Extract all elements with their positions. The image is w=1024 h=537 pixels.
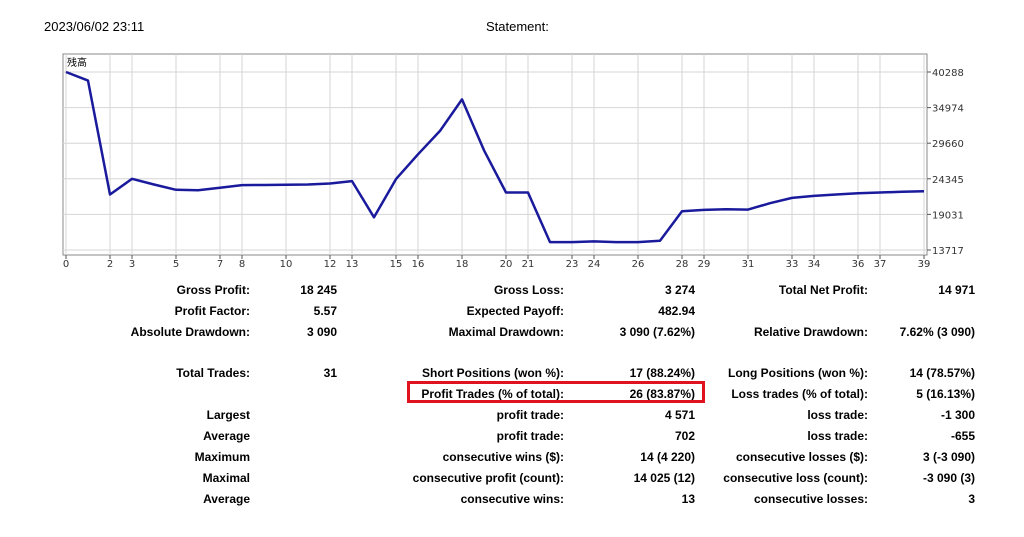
x-tick-label: 21 [522, 259, 535, 270]
largest-profit-value: 4 571 [664, 408, 695, 422]
profit-trades-label: Profit Trades (% of total): [421, 387, 564, 401]
short-positions-value: 17 (88.24%) [629, 366, 695, 380]
maximal-drawdown-label: Maximal Drawdown: [448, 325, 564, 339]
relative-drawdown-label: Relative Drawdown: [753, 325, 868, 339]
report-datetime: 2023/06/02 23:11 [44, 19, 145, 34]
y-tick-label: 29660 [932, 139, 964, 150]
x-tick-label: 3 [129, 259, 135, 270]
x-tick-label: 31 [742, 259, 755, 270]
average-loss-label: loss trade: [807, 429, 868, 443]
gross-profit-value: 18 245 [300, 283, 337, 297]
average-consec-losses-label: consecutive losses: [753, 492, 868, 506]
maximal-profit-label: consecutive profit (count): [412, 471, 564, 485]
maximal-profit-value: 14 025 (12) [633, 471, 695, 485]
average-consec-losses-value: 3 [968, 492, 975, 506]
profit-factor-value: 5.57 [313, 304, 337, 318]
maximum-wins-label: consecutive wins ($): [442, 450, 564, 464]
x-tick-label: 37 [874, 259, 887, 270]
loss-trades-label: Loss trades (% of total): [731, 387, 868, 401]
absolute-drawdown-value: 3 090 [306, 325, 337, 339]
x-tick-label: 15 [390, 259, 403, 270]
largest-label: Largest [206, 408, 250, 422]
x-tick-label: 0 [63, 259, 69, 270]
maximal-loss-label: consecutive loss (count): [723, 471, 868, 485]
profit-trades-value: 26 (83.87%) [629, 387, 695, 401]
y-tick-label: 40288 [932, 68, 964, 79]
x-tick-label: 36 [852, 259, 865, 270]
gross-loss-value: 3 274 [664, 283, 695, 297]
x-tick-label: 16 [412, 259, 425, 270]
y-tick-label: 19031 [932, 210, 964, 221]
x-tick-label: 2 [107, 259, 113, 270]
x-tick-label: 12 [324, 259, 337, 270]
total-net-profit-label: Total Net Profit: [778, 283, 868, 297]
average-consec-label: Average [203, 492, 250, 506]
x-tick-label: 34 [808, 259, 821, 270]
y-tick-label: 24345 [932, 175, 964, 186]
plot-area [62, 53, 928, 256]
x-tick-label: 28 [676, 259, 689, 270]
maximal-drawdown-value: 3 090 (7.62%) [619, 325, 695, 339]
x-tick-label: 10 [280, 259, 293, 270]
x-tick-label: 13 [346, 259, 359, 270]
x-tick-label: 39 [918, 259, 931, 270]
gross-profit-label: Gross Profit: [176, 283, 250, 297]
relative-drawdown-value: 7.62% (3 090) [899, 325, 975, 339]
x-tick-label: 5 [173, 259, 179, 270]
y-tick-label: 13717 [932, 246, 964, 257]
y-tick-label: 34974 [932, 104, 964, 115]
expected-payoff-value: 482.94 [658, 304, 695, 318]
average-consec-wins-value: 13 [681, 492, 695, 506]
report-title: Statement: [486, 19, 549, 34]
x-tick-label: 20 [500, 259, 513, 270]
loss-trades-value: 5 (16.13%) [916, 387, 975, 401]
largest-profit-label: profit trade: [496, 408, 564, 422]
x-tick-label: 23 [566, 259, 579, 270]
x-tick-label: 7 [217, 259, 223, 270]
average-consec-wins-label: consecutive wins: [460, 492, 564, 506]
maximum-losses-value: 3 (-3 090) [922, 450, 975, 464]
average-loss-value: -655 [950, 429, 975, 443]
short-positions-label: Short Positions (won %): [422, 366, 564, 380]
long-positions-value: 14 (78.57%) [909, 366, 975, 380]
gross-loss-label: Gross Loss: [493, 283, 564, 297]
maximum-label: Maximum [194, 450, 250, 464]
x-tick-label: 24 [588, 259, 601, 270]
average-profit-label: profit trade: [496, 429, 564, 443]
maximal-label: Maximal [202, 471, 250, 485]
largest-loss-label: loss trade: [807, 408, 868, 422]
profit-trades-highlight [407, 381, 705, 403]
maximum-wins-value: 14 (4 220) [640, 450, 695, 464]
long-positions-label: Long Positions (won %): [728, 366, 868, 380]
x-tick-label: 26 [632, 259, 645, 270]
total-trades-label: Total Trades: [176, 366, 250, 380]
maximal-loss-value: -3 090 (3) [922, 471, 975, 485]
profit-factor-label: Profit Factor: [174, 304, 250, 318]
x-tick-label: 8 [239, 259, 245, 270]
largest-loss-value: -1 300 [940, 408, 975, 422]
balance-line [65, 70, 925, 244]
x-tick-label: 33 [786, 259, 799, 270]
corner-label: 残高 [67, 56, 87, 69]
x-tick-label: 29 [698, 259, 711, 270]
expected-payoff-label: Expected Payoff: [466, 304, 564, 318]
average-profit-value: 702 [674, 429, 695, 443]
average-label: Average [203, 429, 250, 443]
total-net-profit-value: 14 971 [938, 283, 975, 297]
absolute-drawdown-label: Absolute Drawdown: [130, 325, 250, 339]
total-trades-value: 31 [323, 366, 337, 380]
x-tick-label: 18 [456, 259, 469, 270]
maximum-losses-label: consecutive losses ($): [735, 450, 868, 464]
stats-table: Gross Profit: 18 245 Gross Loss: 3 274 T… [0, 276, 1024, 516]
